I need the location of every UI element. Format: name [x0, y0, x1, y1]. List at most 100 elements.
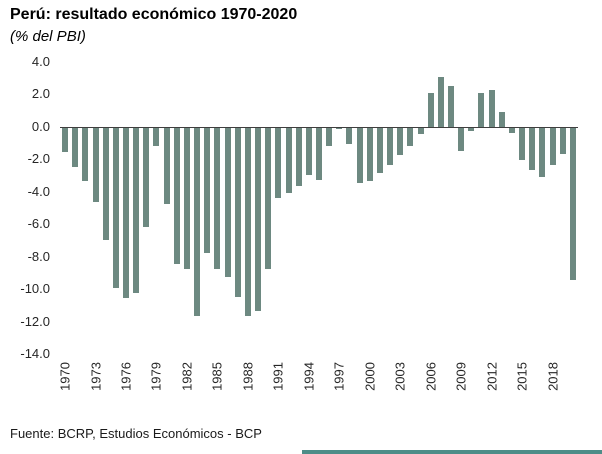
bar-slot-2001 [375, 62, 385, 354]
bar-slot-2005 [415, 62, 425, 354]
x-slot-2018: 2018 [545, 360, 560, 412]
x-slot-1997: 1997 [332, 360, 347, 412]
bar-slot-2008 [446, 62, 456, 354]
x-slot-1974 [101, 360, 111, 412]
bar-slot-1995 [314, 62, 324, 354]
x-slot-1973: 1973 [88, 360, 103, 412]
bar-slot-1978 [141, 62, 151, 354]
bar-2003 [397, 127, 404, 156]
bar-2007 [437, 76, 444, 127]
bar-chart: 4.0 2.0 0.0 -2.0 -4.0 -6.0 -8.0 -10.0 -12.0 -14.0… [8, 55, 580, 412]
x-axis: 1970 1973 1976 1979 1982 1985 1988 1991 1994 1997… [58, 360, 578, 412]
bar-slot-2018 [548, 62, 558, 354]
x-slot-1998 [344, 360, 354, 412]
bar-1991 [275, 127, 282, 198]
bar-slot-1997 [334, 62, 344, 354]
x-slot-2006: 2006 [423, 360, 438, 412]
bar-slot-2012 [487, 62, 497, 354]
bottom-accent-bar [302, 450, 602, 454]
bar-slot-2016 [527, 62, 537, 354]
bar-1982 [183, 127, 190, 269]
bar-1970 [62, 127, 69, 153]
bar-slot-1987 [233, 62, 243, 354]
bar-1994 [305, 127, 312, 175]
bar-1996 [326, 127, 333, 146]
x-slot-1995 [314, 360, 324, 412]
x-slot-1994: 1994 [301, 360, 316, 412]
bar-slot-1975 [111, 62, 121, 354]
x-slot-1980 [162, 360, 172, 412]
plot-area [60, 62, 578, 354]
bar-slot-1982 [182, 62, 192, 354]
bar-slot-1999 [355, 62, 365, 354]
bar-slot-2013 [497, 62, 507, 354]
bar-slot-1996 [324, 62, 334, 354]
bar-1972 [82, 127, 89, 182]
y-tick-label: 4.0 [31, 54, 50, 69]
bar-2012 [488, 89, 495, 127]
x-slot-2004 [405, 360, 415, 412]
bar-1987 [234, 127, 241, 297]
bar-1971 [72, 127, 79, 167]
bar-slot-2003 [395, 62, 405, 354]
zero-axis-line [60, 126, 578, 128]
x-slot-2019 [558, 360, 568, 412]
y-tick-label: -14.0 [20, 346, 50, 361]
bar-2000 [366, 127, 373, 182]
x-slot-1979: 1979 [149, 360, 164, 412]
bar-slot-1993 [294, 62, 304, 354]
y-tick-label: -2.0 [27, 151, 50, 167]
bar-1998 [346, 127, 353, 145]
bar-1995 [315, 127, 322, 180]
bar-slot-1971 [70, 62, 80, 354]
x-slot-2000: 2000 [362, 360, 377, 412]
x-slot-2009: 2009 [454, 360, 469, 412]
bar-slot-1984 [202, 62, 212, 354]
bar-2010 [468, 127, 475, 132]
x-slot-1985: 1985 [210, 360, 225, 412]
bar-slot-1988 [243, 62, 253, 354]
bar-slot-2000 [365, 62, 375, 354]
bar-slot-1977 [131, 62, 141, 354]
y-tick-label: -4.0 [27, 183, 50, 199]
x-slot-2013 [497, 360, 507, 412]
bar-1983 [194, 127, 201, 317]
bar-1997 [336, 127, 343, 130]
x-slot-1982: 1982 [179, 360, 194, 412]
bar-2011 [478, 92, 485, 127]
bar-slot-1976 [121, 62, 131, 354]
x-slot-1992 [283, 360, 293, 412]
bar-1986 [224, 127, 231, 278]
bar-2001 [376, 127, 383, 174]
bar-1973 [92, 127, 99, 203]
bar-slot-1973 [90, 62, 100, 354]
bar-1978 [143, 127, 150, 227]
bar-1980 [163, 127, 170, 205]
bar-2008 [448, 86, 455, 127]
bar-slot-2010 [466, 62, 476, 354]
bar-slot-2011 [476, 62, 486, 354]
bar-1975 [112, 127, 119, 289]
bar-slot-2007 [436, 62, 446, 354]
bar-slot-1991 [273, 62, 283, 354]
bar-1981 [173, 127, 180, 265]
y-axis: 4.0 2.0 0.0 -2.0 -4.0 -6.0 -8.0 -10.0 -12.0 -14.0 [8, 55, 56, 361]
y-tick-label: 2.0 [31, 86, 50, 102]
bar-slot-2009 [456, 62, 466, 354]
bar-2009 [458, 127, 465, 151]
chart-title: Perú: resultado económico 1970-2020 [10, 6, 298, 23]
bar-1993 [295, 127, 302, 187]
bar-2014 [508, 127, 515, 133]
x-slot-1971 [70, 360, 80, 412]
bar-slot-1972 [80, 62, 90, 354]
y-tick-label: -8.0 [27, 248, 50, 264]
bar-slot-2017 [537, 62, 547, 354]
y-tick-label: -10.0 [20, 281, 50, 297]
x-slot-2007 [436, 360, 446, 412]
x-slot-1983 [192, 360, 202, 412]
x-slot-1977 [131, 360, 141, 412]
bar-2004 [407, 127, 414, 146]
bar-slot-2002 [385, 62, 395, 354]
x-slot-1988: 1988 [240, 360, 255, 412]
